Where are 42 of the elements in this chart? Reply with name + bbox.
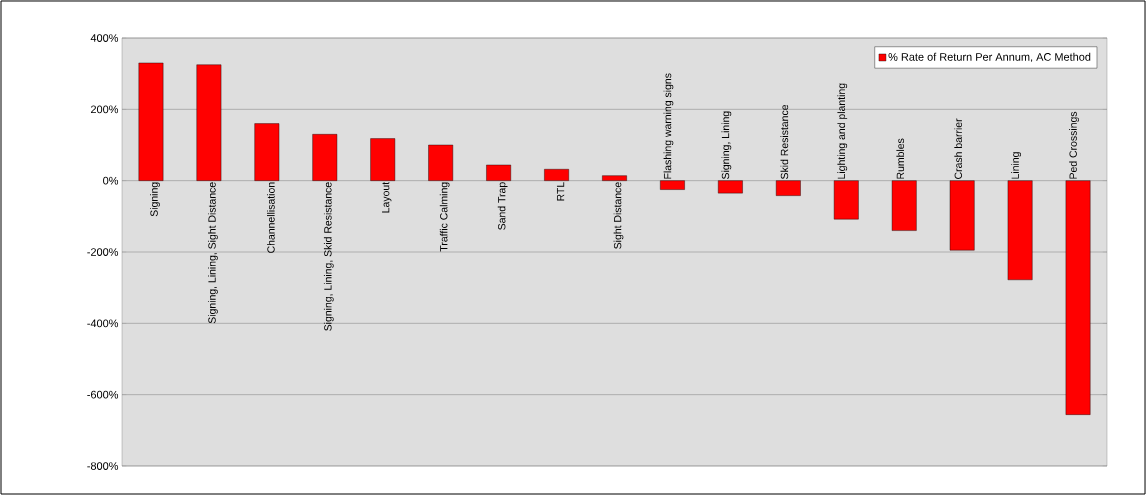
- legend-label: % Rate of Return Per Annum, AC Method: [888, 52, 1091, 63]
- bar: [602, 175, 627, 181]
- bar: [544, 169, 569, 181]
- y-tick-label: -400%: [87, 319, 119, 328]
- x-tick-label: Channellisation: [267, 182, 275, 253]
- y-tick-label: -800%: [87, 462, 119, 470]
- y-tick-label: -200%: [87, 248, 119, 256]
- x-tick-label: Skid Resistance: [780, 104, 789, 179]
- x-tick-label: Flashing warning signs: [663, 73, 674, 179]
- y-tick-label: 400%: [90, 34, 119, 42]
- y-tick-label: 0%: [103, 176, 119, 185]
- bar: [833, 180, 859, 220]
- x-tick-label: Signing, Lining, Sight Distance: [208, 182, 218, 324]
- bar: [949, 180, 975, 251]
- bar: [312, 134, 338, 181]
- x-tick-label: Signing, Lining: [721, 111, 732, 179]
- x-tick-label: Ped Crossings: [1069, 111, 1079, 179]
- bar: [775, 180, 801, 196]
- x-tick-label: Rumbles: [896, 138, 905, 179]
- x-tick-label: RTL: [556, 182, 565, 201]
- bar: [486, 164, 511, 181]
- bar: [660, 180, 685, 190]
- x-tick-label: Traffic Calming: [439, 182, 450, 252]
- bar: [138, 62, 164, 181]
- x-tick-label: Signing: [150, 182, 160, 217]
- y-tick-label: -600%: [87, 390, 119, 399]
- x-tick-label: Sight Distance: [613, 182, 624, 249]
- x-tick-label: Lining: [1011, 152, 1021, 179]
- bar: [370, 138, 396, 181]
- bar: [1065, 180, 1091, 415]
- bar: [428, 144, 454, 181]
- x-tick-label: Lighting and planting: [837, 83, 848, 179]
- bar: [254, 123, 280, 181]
- bar: [891, 180, 917, 231]
- x-tick-label: Layout: [382, 181, 392, 213]
- bar: [1007, 180, 1033, 281]
- bar: [196, 64, 222, 181]
- x-tick-label: Crash barrier: [954, 118, 963, 179]
- x-tick-label: Signing, Lining, Skid Resistance: [323, 182, 334, 331]
- bar: [718, 180, 743, 194]
- y-tick-label: 200%: [91, 105, 119, 114]
- x-tick-label: Sand Trap: [497, 182, 508, 230]
